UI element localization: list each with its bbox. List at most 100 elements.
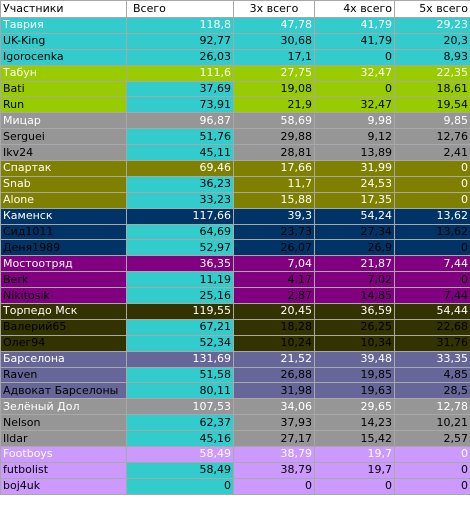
team-x5-cell: 0 [394, 160, 470, 177]
team-row: Мостоотряд 36,35 7,04 21,87 7,44 [0, 255, 470, 273]
player-x4-cell: 17,35 [314, 191, 395, 209]
standings-table: Участники Всего 3х всего 4х всего 5х все… [0, 0, 470, 495]
team-x5-cell: 7,44 [394, 255, 470, 273]
player-x5-cell: 20,3 [394, 32, 470, 50]
player-row: Адвокат Барселоны 80,11 31,98 19,63 28,5 [0, 382, 470, 400]
player-row: Nikitosik 25,16 2,87 14,85 7,44 [0, 287, 470, 305]
player-name: Alone [0, 191, 127, 209]
player-x3-cell: 30,68 [233, 32, 315, 50]
player-name: Олег94 [0, 334, 127, 352]
player-x4-cell: 15,42 [314, 430, 395, 448]
player-x3-cell: 18,28 [233, 318, 315, 336]
team-row: Торпедо Мск 119,55 20,45 36,59 54,44 [0, 303, 470, 320]
player-row: Bati 37,69 19,08 0 18,61 [0, 80, 470, 98]
player-x3-cell: 21,9 [233, 96, 315, 114]
team-total-cell: 117,66 [126, 207, 234, 225]
player-name: futbolist [0, 461, 127, 479]
player-x3-cell: 11,7 [233, 175, 315, 193]
player-name: Snab [0, 175, 127, 193]
player-row: Деня1989 52,97 26,07 26,9 0 [0, 239, 470, 257]
team-x3-cell: 17,66 [233, 160, 315, 177]
team-total-cell: 111,6 [126, 64, 234, 82]
team-row: Табун 111,6 27,75 32,47 22,35 [0, 64, 470, 82]
team-name: Каменск [0, 207, 127, 225]
player-total-cell: 45,16 [126, 430, 234, 448]
team-x5-cell: 54,44 [394, 303, 470, 320]
player-x5-cell: 4,85 [394, 366, 470, 384]
player-total-cell: 25,16 [126, 287, 234, 305]
player-x3-cell: 10,24 [233, 334, 315, 352]
player-row: Олег94 52,34 10,24 10,34 31,76 [0, 334, 470, 352]
player-x4-cell: 10,34 [314, 334, 395, 352]
player-row: Run 73,91 21,9 32,47 19,54 [0, 96, 470, 114]
player-name: Igorocenka [0, 48, 127, 66]
team-name: Зелёный Дол [0, 398, 127, 416]
team-x5-cell: 0 [394, 446, 470, 463]
player-name: UK-King [0, 32, 127, 50]
player-total-cell: 58,49 [126, 461, 234, 479]
team-total-cell: 131,69 [126, 350, 234, 368]
player-total-cell: 26,03 [126, 48, 234, 66]
player-total-cell: 52,97 [126, 239, 234, 257]
team-name: Мостоотряд [0, 255, 127, 273]
team-x4-cell: 39,48 [314, 350, 395, 368]
player-x4-cell: 0 [314, 477, 395, 495]
header-4x: 4х всего [314, 0, 395, 18]
player-total-cell: 33,23 [126, 191, 234, 209]
player-total-cell: 62,37 [126, 414, 234, 432]
player-x5-cell: 0 [394, 191, 470, 209]
player-x3-cell: 2,87 [233, 287, 315, 305]
player-x4-cell: 0 [314, 80, 395, 98]
player-x5-cell: 0 [394, 175, 470, 193]
player-row: Ildar 45,16 27,17 15,42 2,57 [0, 430, 470, 448]
player-x3-cell: 26,07 [233, 239, 315, 257]
team-total-cell: 118,8 [126, 17, 234, 34]
team-row: Каменск 117,66 39,3 54,24 13,62 [0, 207, 470, 225]
header-total: Всего [126, 0, 234, 18]
team-total-cell: 107,53 [126, 398, 234, 416]
player-x4-cell: 41,79 [314, 32, 395, 50]
team-total-cell: 119,55 [126, 303, 234, 320]
player-x5-cell: 0 [394, 271, 470, 289]
player-x5-cell: 2,57 [394, 430, 470, 448]
player-x5-cell: 12,76 [394, 128, 470, 146]
player-total-cell: 37,69 [126, 80, 234, 98]
player-x5-cell: 7,44 [394, 287, 470, 305]
player-x4-cell: 13,89 [314, 144, 395, 162]
player-name: Сид1011 [0, 223, 127, 241]
player-row: Snab 36,23 11,7 24,53 0 [0, 175, 470, 193]
player-name: Nikitosik [0, 287, 127, 305]
player-total-cell: 92,77 [126, 32, 234, 50]
player-row: Валерий65 67,21 18,28 26,25 22,68 [0, 318, 470, 336]
team-x3-cell: 34,06 [233, 398, 315, 416]
team-name: Барселона [0, 350, 127, 368]
player-row: Serguei 51,76 29,88 9,12 12,76 [0, 128, 470, 146]
player-row: futbolist 58,49 38,79 19,7 0 [0, 461, 470, 479]
team-row: Таврия 118,8 47,78 41,79 29,23 [0, 17, 470, 34]
team-x4-cell: 32,47 [314, 64, 395, 82]
team-x4-cell: 41,79 [314, 17, 395, 34]
player-name: boj4uk [0, 477, 127, 495]
player-row: boj4uk 0 0 0 0 [0, 477, 470, 495]
team-x4-cell: 36,59 [314, 303, 395, 320]
player-x3-cell: 4,17 [233, 271, 315, 289]
player-name: Run [0, 96, 127, 114]
header-row: Участники Всего 3х всего 4х всего 5х все… [0, 0, 470, 18]
team-total-cell: 96,87 [126, 112, 234, 130]
player-total-cell: 11,19 [126, 271, 234, 289]
player-x5-cell: 0 [394, 477, 470, 495]
player-name: Ildar [0, 430, 127, 448]
player-x5-cell: 13,62 [394, 223, 470, 241]
team-x3-cell: 58,69 [233, 112, 315, 130]
team-total-cell: 58,49 [126, 446, 234, 463]
team-x3-cell: 38,79 [233, 446, 315, 463]
player-row: Сид1011 64,69 23,73 27,34 13,62 [0, 223, 470, 241]
player-x5-cell: 2,41 [394, 144, 470, 162]
player-x4-cell: 14,85 [314, 287, 395, 305]
player-row: Berk 11,19 4,17 7,02 0 [0, 271, 470, 289]
team-name: Торпедо Мск [0, 303, 127, 320]
player-x4-cell: 19,63 [314, 382, 395, 400]
player-x5-cell: 31,76 [394, 334, 470, 352]
team-x5-cell: 12,78 [394, 398, 470, 416]
team-x4-cell: 54,24 [314, 207, 395, 225]
